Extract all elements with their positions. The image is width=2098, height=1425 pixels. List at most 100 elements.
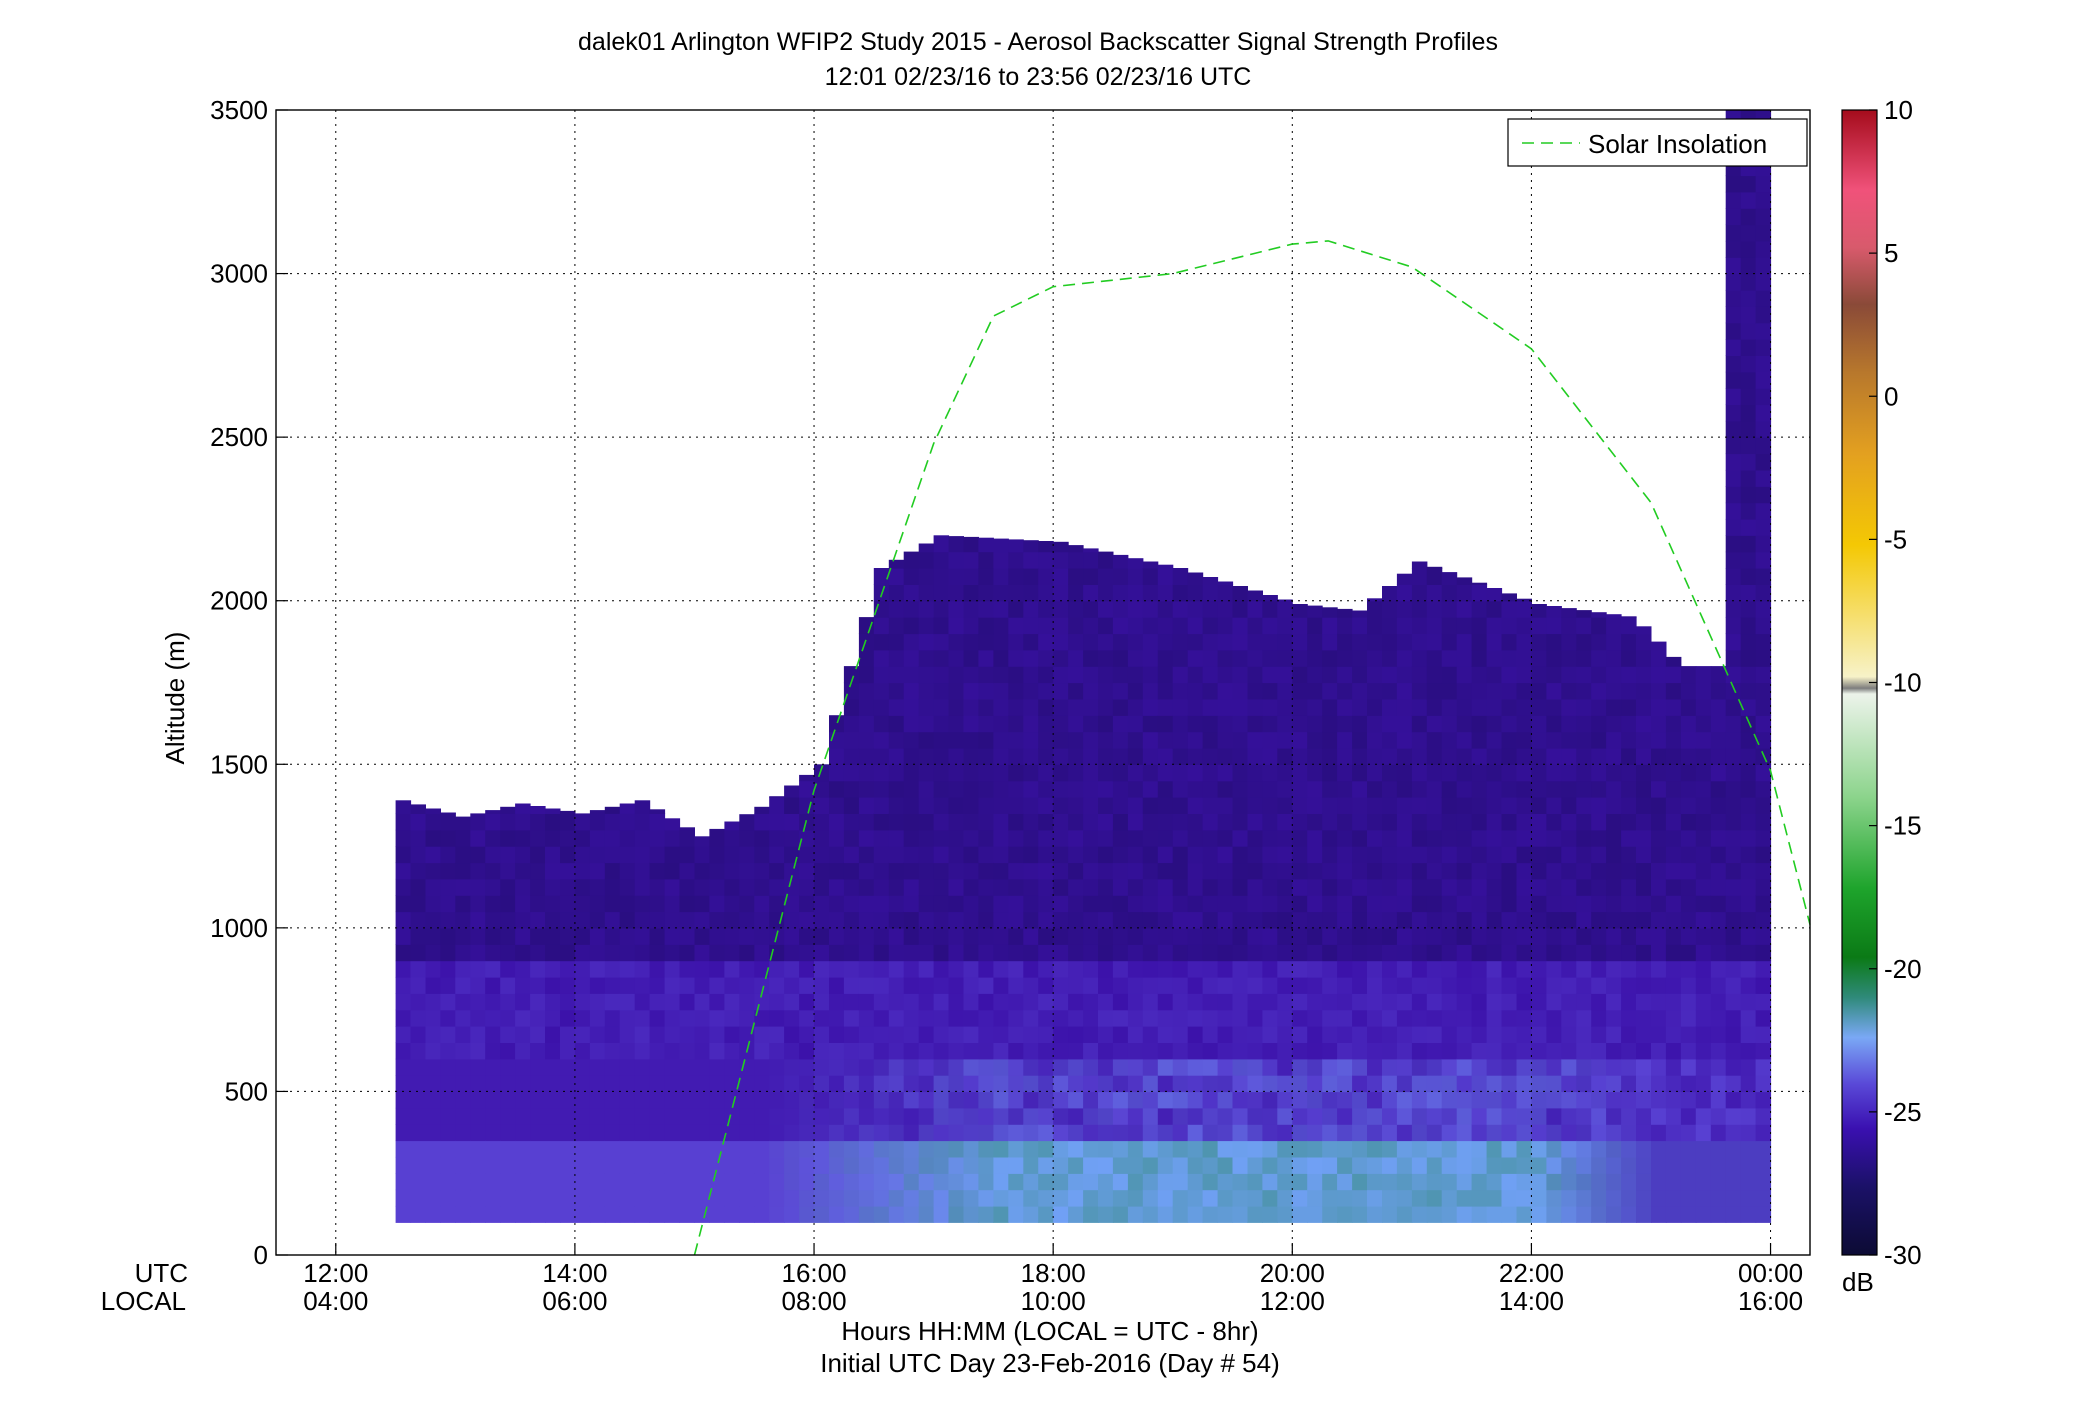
- heatmap-cell: [1665, 780, 1682, 798]
- heatmap-cell: [1098, 927, 1114, 945]
- heatmap-cell: [1725, 715, 1742, 733]
- heatmap-cell: [1486, 846, 1503, 864]
- heatmap-cell: [814, 944, 830, 962]
- heatmap-cell: [1217, 1091, 1234, 1109]
- heatmap-cell: [724, 1205, 740, 1223]
- heatmap-cell: [1292, 895, 1308, 913]
- heatmap-cell: [1352, 911, 1368, 929]
- heatmap-cell: [619, 944, 636, 962]
- heatmap-cell: [1456, 1156, 1473, 1174]
- heatmap-cell: [1710, 878, 1727, 896]
- heatmap-cell: [858, 698, 875, 716]
- heatmap-cell: [1740, 682, 1757, 700]
- heatmap-cell: [604, 1124, 621, 1142]
- heatmap-cell: [1352, 610, 1368, 618]
- heatmap-cell: [978, 1189, 994, 1207]
- heatmap-cell: [1516, 633, 1532, 651]
- heatmap-cell: [799, 1140, 815, 1158]
- heatmap-cell: [395, 1026, 412, 1043]
- heatmap-cell: [1083, 1058, 1099, 1076]
- heatmap-cell: [1471, 633, 1488, 651]
- heatmap-cell: [440, 1189, 456, 1207]
- heatmap-cell: [1665, 829, 1682, 847]
- heatmap-cell: [1426, 731, 1443, 749]
- heatmap-cell: [470, 927, 486, 945]
- heatmap-cell: [1411, 895, 1428, 913]
- heatmap-cell: [1172, 1189, 1189, 1207]
- heatmap-cell: [1277, 976, 1293, 994]
- heatmap-cell: [754, 1009, 770, 1027]
- heatmap-cell: [589, 829, 606, 847]
- heatmap-cell: [1471, 1124, 1488, 1142]
- heatmap-cell: [1531, 682, 1547, 700]
- heatmap-cell: [1157, 617, 1174, 635]
- heatmap-cell: [1202, 1058, 1219, 1076]
- heatmap-cell: [1202, 976, 1219, 994]
- heatmap-cell: [873, 944, 890, 962]
- heatmap-cell: [1247, 1189, 1263, 1207]
- heatmap-cell: [1112, 600, 1129, 618]
- heatmap-cell: [948, 960, 964, 978]
- heatmap-cell: [1157, 584, 1174, 602]
- heatmap-cell: [963, 568, 979, 585]
- heatmap-cell: [709, 960, 725, 978]
- heatmap-cell: [933, 1189, 950, 1207]
- heatmap-cell: [1367, 993, 1383, 1011]
- heatmap-cell: [1725, 1156, 1742, 1174]
- heatmap-cell: [1083, 747, 1099, 765]
- heatmap-cell: [515, 1156, 531, 1174]
- heatmap-cell: [545, 1173, 561, 1191]
- heatmap-cell: [1232, 666, 1248, 684]
- heatmap-cell: [1606, 633, 1622, 651]
- heatmap-cell: [1396, 895, 1413, 913]
- heatmap-cell: [1008, 539, 1024, 553]
- heatmap-cell: [1292, 604, 1308, 618]
- heatmap-cell: [1396, 633, 1413, 651]
- heatmap-cell: [1217, 895, 1234, 913]
- heatmap-cell: [963, 551, 979, 569]
- heatmap-cell: [1561, 1058, 1577, 1076]
- heatmap-cell: [873, 666, 890, 684]
- heatmap-cell: [1486, 1189, 1503, 1207]
- heatmap-cell: [1546, 1075, 1562, 1093]
- heatmap-cell: [1621, 764, 1637, 782]
- heatmap-cell: [1367, 1124, 1383, 1142]
- heatmap-cell: [1680, 927, 1697, 945]
- heatmap-cell: [1740, 257, 1757, 275]
- heatmap-cell: [1112, 927, 1129, 945]
- heatmap-cell: [963, 895, 979, 913]
- heatmap-cell: [739, 927, 755, 945]
- heatmap-cell: [1157, 698, 1174, 716]
- heatmap-cell: [1098, 862, 1114, 880]
- heatmap-cell: [1098, 1173, 1114, 1191]
- heatmap-cell: [1202, 1091, 1219, 1109]
- heatmap-cell: [1172, 731, 1189, 749]
- heatmap-cell: [933, 1107, 950, 1125]
- heatmap-cell: [1651, 780, 1667, 798]
- heatmap-cell: [1576, 780, 1592, 798]
- heatmap-cell: [1561, 608, 1577, 618]
- heatmap-cell: [1710, 1205, 1727, 1223]
- heatmap-cell: [978, 944, 994, 962]
- heatmap-cell: [1068, 1042, 1084, 1060]
- heatmap-cell: [1591, 1107, 1607, 1125]
- heatmap-cell: [470, 993, 486, 1011]
- heatmap-cell: [1202, 878, 1219, 896]
- heatmap-cell: [1501, 1009, 1517, 1027]
- heatmap-cell: [888, 846, 905, 864]
- heatmap-cell: [1755, 895, 1772, 913]
- heatmap-cell: [888, 747, 905, 765]
- heatmap-cell: [1531, 878, 1547, 896]
- heatmap-cell: [933, 846, 950, 864]
- heatmap-cell: [530, 1042, 546, 1060]
- heatmap-cell: [1038, 666, 1054, 684]
- heatmap-cell: [1606, 960, 1622, 978]
- heatmap-cell: [784, 785, 800, 798]
- heatmap-cell: [1725, 813, 1742, 831]
- heatmap-cell: [948, 993, 964, 1011]
- heatmap-cell: [1665, 976, 1682, 994]
- heatmap-cell: [918, 1107, 935, 1125]
- heatmap-cell: [1576, 666, 1592, 684]
- heatmap-cell: [634, 993, 651, 1011]
- heatmap-cell: [1337, 1026, 1353, 1043]
